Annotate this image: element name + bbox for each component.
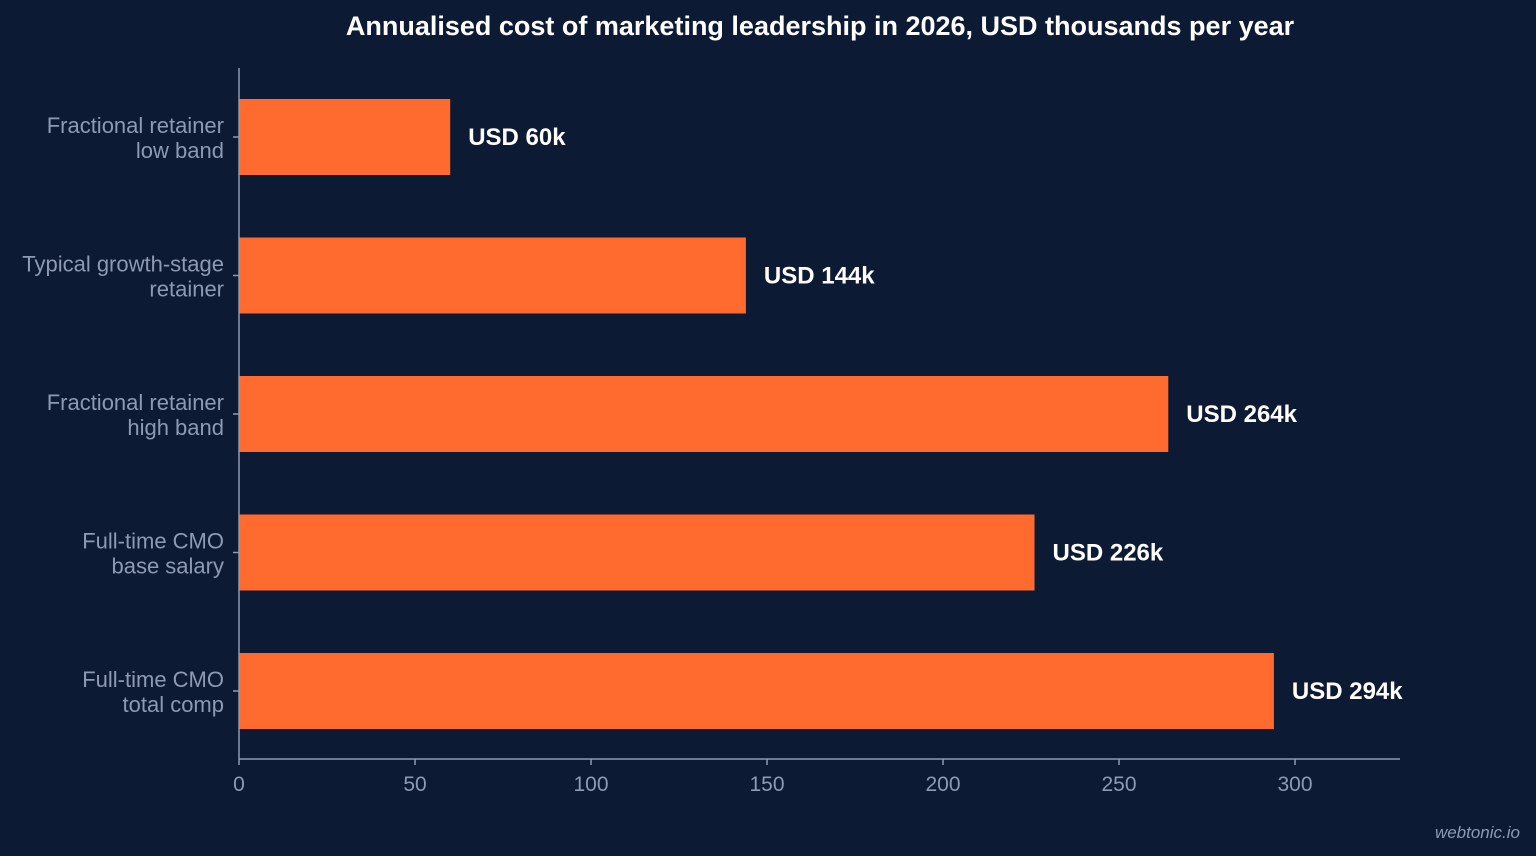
axes-layer: Fractional retainer low band Typical growt… xyxy=(22,68,1400,796)
x-tick-label: 100 xyxy=(573,773,608,796)
category-label: Full-time CMO total comp xyxy=(82,667,224,717)
bars-layer: USD 60k USD 144k USD 264k USD 226k USD 294k xyxy=(239,99,1403,729)
category-label: Full-time CMO base salary xyxy=(82,529,224,579)
watermark-text: webtonic.io xyxy=(1435,823,1520,842)
category-label: Typical growth-stage retainer xyxy=(22,252,224,302)
data-label: USD 60k xyxy=(468,124,566,151)
data-label: USD 294k xyxy=(1292,678,1403,705)
bar xyxy=(239,99,451,175)
bar xyxy=(239,237,746,314)
x-tick-label: 300 xyxy=(1277,773,1312,796)
x-tick-label: 0 xyxy=(233,773,245,796)
bar xyxy=(239,514,1035,591)
data-label: USD 226k xyxy=(1053,540,1164,567)
category-label: Fractional retainer high band xyxy=(47,390,224,440)
category-label: Fractional retainer low band xyxy=(47,113,224,163)
x-tick-label: 150 xyxy=(749,773,784,796)
chart-title: Annualised cost of marketing leadership … xyxy=(346,11,1295,41)
bar xyxy=(239,653,1274,729)
data-label: USD 264k xyxy=(1186,401,1297,428)
bar xyxy=(239,376,1169,452)
x-tick-label: 200 xyxy=(925,773,960,796)
data-label: USD 144k xyxy=(764,263,875,290)
x-tick-label: 50 xyxy=(403,773,426,796)
x-tick-label: 250 xyxy=(1101,773,1136,796)
